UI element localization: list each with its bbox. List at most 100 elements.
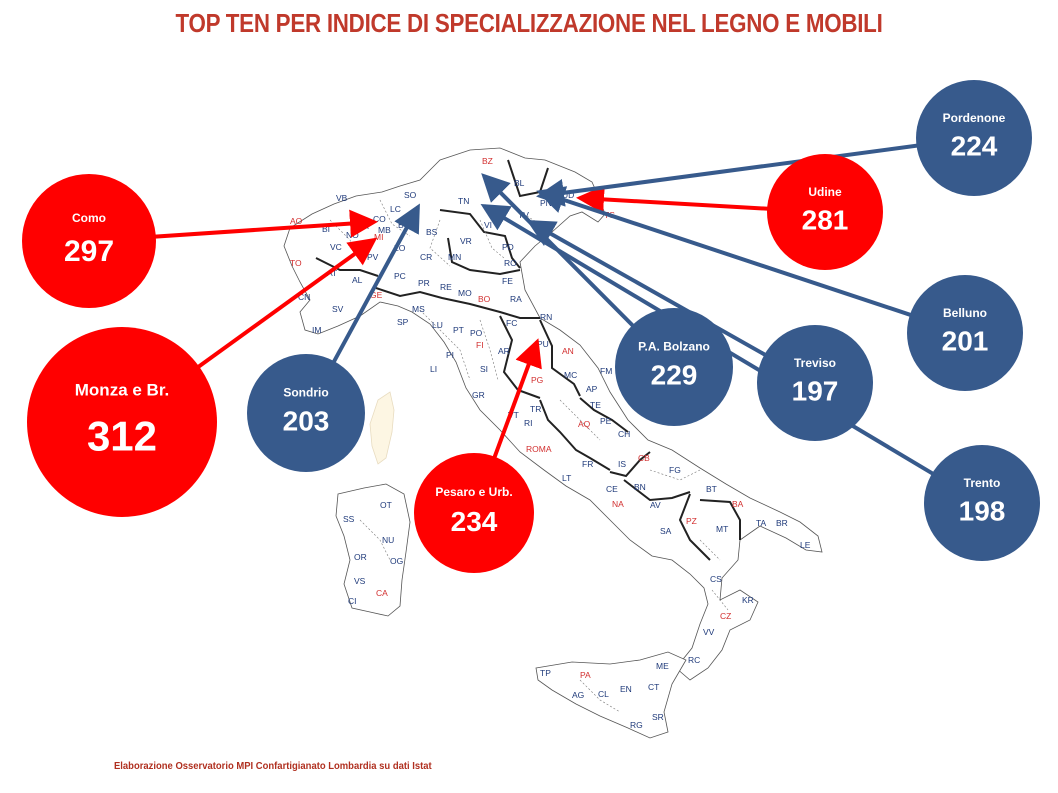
province-label-bs: BS bbox=[426, 227, 438, 237]
province-label-fe: FE bbox=[502, 276, 513, 286]
province-label-aq: AQ bbox=[578, 419, 591, 429]
province-label-cs: CS bbox=[710, 574, 722, 584]
arrow-treviso bbox=[526, 220, 786, 368]
arrow-udine bbox=[576, 185, 791, 214]
province-label-pu: PU bbox=[537, 339, 549, 349]
province-label-fg: FG bbox=[669, 465, 681, 475]
bubble-pesaro-e-urb: Pesaro e Urb. 234 bbox=[414, 453, 534, 573]
bubble-circle-pordenone bbox=[916, 80, 1032, 196]
bubble-monza-e-br: Monza e Br. 312 bbox=[27, 327, 217, 517]
bubble-circle-sondrio bbox=[247, 354, 365, 472]
province-label-lt: LT bbox=[562, 473, 571, 483]
province-label-bi: BI bbox=[322, 224, 330, 234]
province-label-tp: TP bbox=[540, 668, 551, 678]
province-label-av: AV bbox=[650, 500, 661, 510]
province-label-br: BR bbox=[776, 518, 788, 528]
bubble-value-sondrio: 203 bbox=[283, 406, 330, 437]
province-label-rc: RC bbox=[688, 655, 700, 665]
province-label-kr: KR bbox=[742, 595, 754, 605]
bubble-value-pesaro-e-urb: 234 bbox=[451, 506, 498, 537]
province-label-to: TO bbox=[290, 258, 302, 268]
province-label-pz: PZ bbox=[686, 516, 697, 526]
province-label-ci: CI bbox=[348, 596, 357, 606]
bubble-label-treviso: Treviso bbox=[794, 356, 836, 370]
province-label-mi: MI bbox=[374, 232, 383, 242]
province-label-vt: VT bbox=[508, 410, 519, 420]
regional-borders bbox=[315, 159, 741, 561]
bubble-circle-trento bbox=[924, 445, 1040, 561]
province-label-tr: TR bbox=[530, 404, 541, 414]
province-label-no: NO bbox=[346, 230, 359, 240]
sicily-outline bbox=[535, 651, 687, 739]
province-label-bo: BO bbox=[478, 294, 491, 304]
bubble-como: Como 297 bbox=[22, 174, 156, 308]
province-label-cb: CB bbox=[638, 453, 650, 463]
province-label-vv: VV bbox=[703, 627, 715, 637]
bubble-p-a-bolzano: P.A. Bolzano 229 bbox=[615, 308, 733, 426]
province-label-vs: VS bbox=[354, 576, 366, 586]
bubble-value-udine: 281 bbox=[802, 204, 849, 235]
province-label-bl: BL bbox=[514, 178, 525, 188]
province-label-pn: PN bbox=[540, 198, 552, 208]
province-label-ag: AG bbox=[572, 690, 584, 700]
province-label-ca: CA bbox=[376, 588, 388, 598]
bubble-circle-udine bbox=[767, 154, 883, 270]
arrow-pesaro-e-urb bbox=[484, 338, 542, 480]
province-label-ot: OT bbox=[380, 500, 392, 510]
bubble-value-p-a-bolzano: 229 bbox=[651, 360, 698, 391]
province-label-ri: RI bbox=[524, 418, 533, 428]
province-label-bn: BN bbox=[634, 482, 646, 492]
province-label-ss: SS bbox=[343, 514, 355, 524]
source-note: Elaborazione Osservatorio MPI Confartigi… bbox=[114, 760, 432, 772]
arrow-pordenone bbox=[536, 140, 940, 207]
province-label-sv: SV bbox=[332, 304, 344, 314]
province-label-sp: SP bbox=[397, 317, 409, 327]
province-label-pt: PT bbox=[453, 325, 464, 335]
arrow-monza-e-br bbox=[167, 237, 378, 391]
province-label-ta: TA bbox=[756, 518, 767, 528]
bubble-sondrio: Sondrio 203 bbox=[247, 354, 365, 472]
corsica-outline bbox=[369, 391, 395, 465]
province-label-or: OR bbox=[354, 552, 367, 562]
province-label-ar: AR bbox=[498, 346, 510, 356]
bubble-circle-treviso bbox=[757, 325, 873, 441]
province-label-na: NA bbox=[612, 499, 624, 509]
province-label-fr: FR bbox=[582, 459, 593, 469]
province-label-me: ME bbox=[656, 661, 669, 671]
bubble-circle-belluno bbox=[907, 275, 1023, 391]
province-label-an: AN bbox=[562, 346, 574, 356]
province-label-al: AL bbox=[352, 275, 363, 285]
province-label-pg: PG bbox=[531, 375, 543, 385]
arrow-como bbox=[128, 209, 378, 241]
province-label-mo: MO bbox=[458, 288, 472, 298]
bubble-value-pordenone: 224 bbox=[951, 130, 998, 161]
sardinia-outline bbox=[335, 483, 411, 617]
bubble-circle-p-a-bolzano bbox=[615, 308, 733, 426]
province-label-li: LI bbox=[430, 364, 437, 374]
province-label-gr: GR bbox=[472, 390, 485, 400]
bubble-circle-monza-e-br bbox=[27, 327, 217, 517]
province-label-mb: MB bbox=[378, 225, 391, 235]
province-label-te: TE bbox=[590, 400, 601, 410]
province-label-ro: RO bbox=[504, 258, 517, 268]
province-label-pc: PC bbox=[394, 271, 406, 281]
province-label-fi: FI bbox=[476, 340, 484, 350]
bubble-circle-como bbox=[22, 174, 156, 308]
province-label-roma: ROMA bbox=[526, 444, 552, 454]
province-label-vi: VI bbox=[484, 220, 492, 230]
province-label-ge: GE bbox=[370, 290, 383, 300]
bubble-label-pordenone: Pordenone bbox=[943, 111, 1006, 125]
arrow-p-a-bolzano bbox=[481, 173, 651, 344]
province-label-re: RE bbox=[440, 282, 452, 292]
province-label-mc: MC bbox=[564, 370, 577, 380]
province-label-rg: RG bbox=[630, 720, 643, 730]
province-label-vc: VC bbox=[330, 242, 342, 252]
province-label-ct: CT bbox=[648, 682, 659, 692]
bubble-value-belluno: 201 bbox=[942, 325, 989, 356]
province-label-cl: CL bbox=[598, 689, 609, 699]
province-label-pr: PR bbox=[418, 278, 430, 288]
bubble-value-trento: 198 bbox=[959, 495, 1006, 526]
province-label-ms: MS bbox=[412, 304, 425, 314]
province-label-pe: PE bbox=[600, 416, 612, 426]
